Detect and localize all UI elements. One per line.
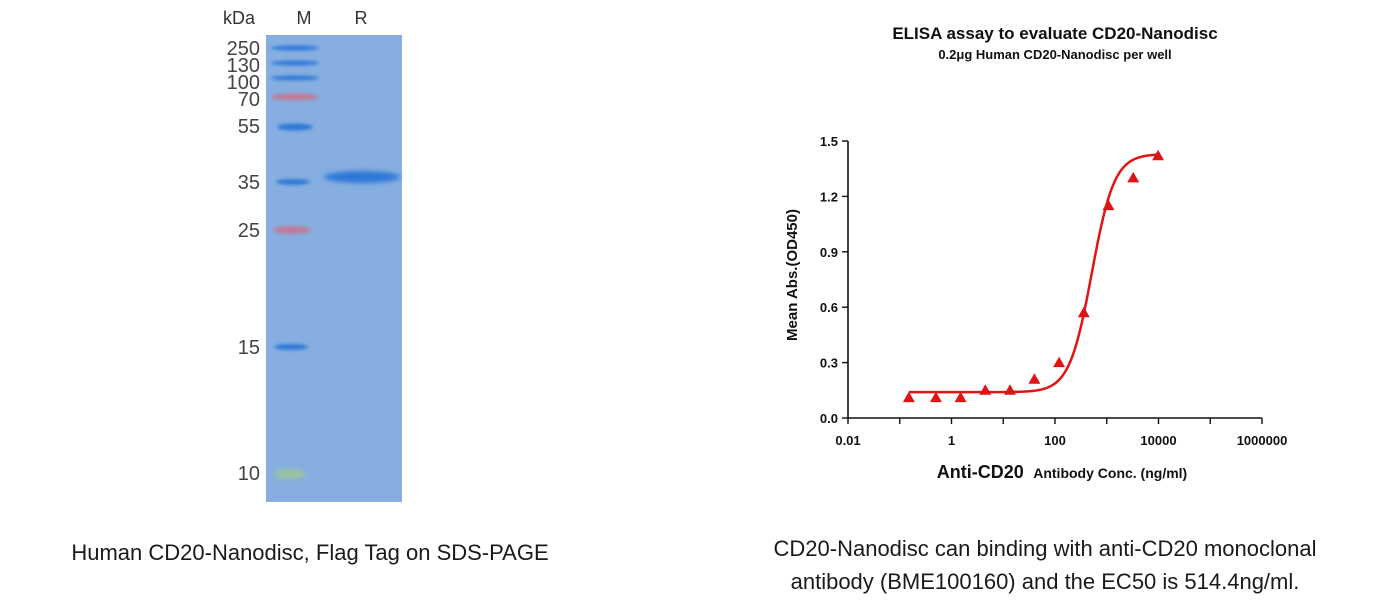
marker-label-70: 70: [238, 89, 260, 111]
marker-label-35: 35: [238, 172, 260, 194]
gel-unit-label: kDa: [223, 8, 256, 28]
marker-band-35: [276, 179, 310, 185]
data-point: [1053, 356, 1066, 368]
x-axis-label-rest: Antibody Conc. (ng/ml): [1033, 465, 1187, 481]
x-tick-label: 1000000: [1237, 433, 1288, 448]
x-tick-label: 0.01: [835, 433, 860, 448]
marker-label-25: 25: [238, 220, 260, 242]
marker-band-55: [277, 123, 313, 131]
y-axis-label: Mean Abs.(OD450): [784, 209, 801, 341]
chart-caption-line-1: CD20-Nanodisc can binding with anti-CD20…: [773, 536, 1317, 561]
marker-band-10: [274, 469, 306, 479]
y-tick-label: 0.0: [820, 411, 838, 426]
data-point: [1127, 171, 1140, 183]
marker-label-10: 10: [238, 463, 260, 485]
gel-lane-label-r: R: [355, 8, 368, 28]
gel-lane-label-m: M: [297, 8, 312, 28]
marker-label-250: 250: [227, 38, 260, 60]
marker-label-100: 100: [227, 72, 260, 94]
gel-image: kDa M R 250 130 100 70 55 35 25 15 10: [223, 8, 402, 502]
marker-band-25: [273, 226, 311, 234]
marker-band-130: [271, 60, 319, 66]
y-tick-label: 1.5: [820, 134, 838, 149]
marker-labels: 250 130 100 70 55 35 25 15 10: [227, 38, 260, 485]
chart-title: ELISA assay to evaluate CD20-Nanodisc: [892, 24, 1217, 43]
x-tick-label: 1: [948, 433, 955, 448]
x-axis-label-bold: Anti-CD20: [937, 462, 1024, 482]
data-point: [929, 391, 942, 403]
data-point: [902, 391, 915, 403]
gel-background: [266, 35, 402, 502]
data-point: [1077, 306, 1090, 318]
chart-caption: CD20-Nanodisc can binding with anti-CD20…: [690, 532, 1400, 598]
marker-label-15: 15: [238, 337, 260, 359]
data-points: [902, 149, 1165, 403]
sample-band-r: [324, 171, 400, 183]
chart-axes: [847, 141, 1262, 419]
marker-label-55: 55: [238, 116, 260, 138]
x-tick-label: 10000: [1140, 433, 1176, 448]
y-tick-label: 0.9: [820, 245, 838, 260]
y-axis-ticks: 0.0 0.3 0.6 0.9 1.2 1.5: [820, 134, 848, 426]
marker-label-130: 130: [227, 55, 260, 77]
marker-band-15: [274, 344, 308, 350]
y-tick-label: 0.3: [820, 356, 838, 371]
marker-band-100: [271, 75, 319, 81]
elisa-chart: ELISA assay to evaluate CD20-Nanodisc 0.…: [784, 24, 1287, 482]
x-tick-label: 100: [1044, 433, 1066, 448]
data-point: [1003, 384, 1016, 395]
y-tick-label: 1.2: [820, 189, 838, 204]
x-axis-ticks: 0.01 1 100 10000 1000000: [835, 418, 1287, 448]
sds-page-gel-panel: kDa M R 250 130 100 70 55 35 25 15 10: [200, 0, 430, 510]
marker-band-70: [271, 93, 319, 101]
data-point: [1102, 199, 1115, 211]
marker-bands: [271, 45, 319, 479]
data-point: [1028, 373, 1041, 384]
data-point: [954, 391, 967, 403]
fit-curve: [908, 153, 1159, 394]
chart-subtitle: 0.2μg Human CD20-Nanodisc per well: [938, 47, 1171, 62]
gel-caption: Human CD20-Nanodisc, Flag Tag on SDS-PAG…: [71, 540, 549, 565]
data-point: [979, 384, 992, 395]
y-tick-label: 0.6: [820, 300, 838, 315]
x-axis-label: Anti-CD20 Antibody Conc. (ng/ml): [937, 462, 1187, 482]
data-point: [1152, 149, 1165, 161]
marker-band-250: [271, 45, 319, 51]
chart-caption-line-2: antibody (BME100160) and the EC50 is 514…: [790, 569, 1300, 594]
